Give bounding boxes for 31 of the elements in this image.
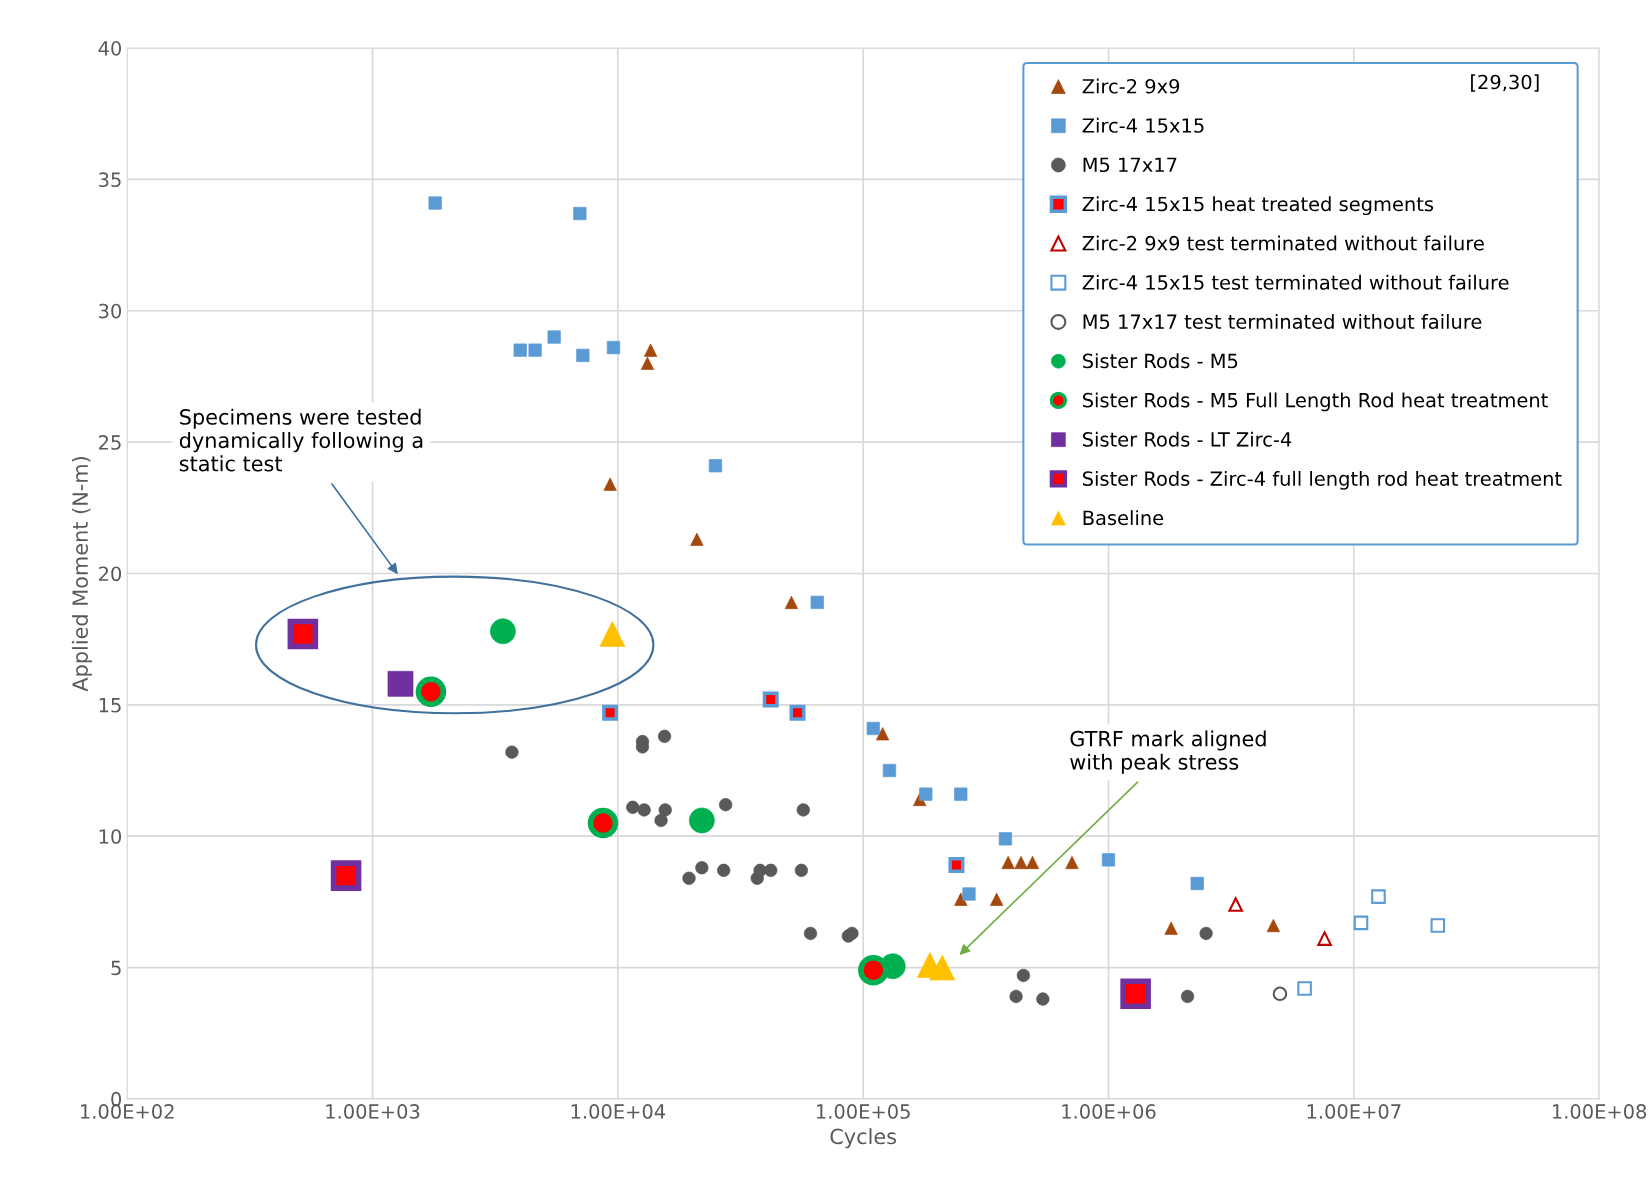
y-tick-label: 35 <box>99 172 121 188</box>
x-tick-label: 1.00E+03 <box>326 1104 420 1119</box>
legend-label: Sister Rods - Zirc-4 full length rod heat treatment <box>1082 470 1562 490</box>
y-tick-label: 25 <box>99 435 121 450</box>
legend-label: Baseline <box>1083 510 1164 526</box>
annotation: GTRF mark aligned with peak stress <box>1070 730 1266 774</box>
y-tick-label: 30 <box>99 303 122 319</box>
x-axis-title: Cycles <box>830 1128 897 1149</box>
y-axis-title: Applied Moment (N-m) <box>71 457 93 692</box>
x-tick-label: 1.00E+05 <box>817 1104 910 1119</box>
legend-label: M5 17x17 test terminated without failure <box>1083 313 1482 330</box>
y-tick-label: 10 <box>99 829 122 844</box>
legend-label: Sister Rods - M5 <box>1082 353 1238 369</box>
legend-label: Zirc-2 9x9 <box>1082 78 1180 94</box>
legend-label: M5 17x17 <box>1083 157 1177 173</box>
legend-label: Sister Rods - LT Zirc-4 <box>1082 431 1292 447</box>
y-tick-label: 40 <box>98 41 122 56</box>
x-tick-label: 1.00E+04 <box>571 1104 666 1119</box>
y-tick-label: 20 <box>99 566 122 582</box>
y-tick-label: 5 <box>111 960 121 976</box>
x-tick-label: 1.00E+07 <box>1307 1104 1401 1119</box>
legend-label: Zirc-4 15x15 test terminated without failure <box>1082 274 1509 290</box>
legend-label: Sister Rods - M5 Full Length Rod heat treatment <box>1082 392 1548 412</box>
legend-label: Zirc-4 15x15 heat treated segments <box>1082 196 1434 216</box>
legend-label: Zirc-2 9x9 test terminated without failure <box>1082 235 1484 251</box>
annotation: Specimens were tested dynamically following a static test <box>179 408 423 472</box>
x-tick-label: 1.00E+06 <box>1062 1104 1156 1119</box>
x-tick-label: 1.00E+08 <box>1552 1104 1647 1119</box>
annotation: [29,30] <box>1471 74 1539 92</box>
legend-label: Zirc-4 15x15 <box>1082 117 1204 133</box>
y-tick-label: 15 <box>99 698 121 713</box>
